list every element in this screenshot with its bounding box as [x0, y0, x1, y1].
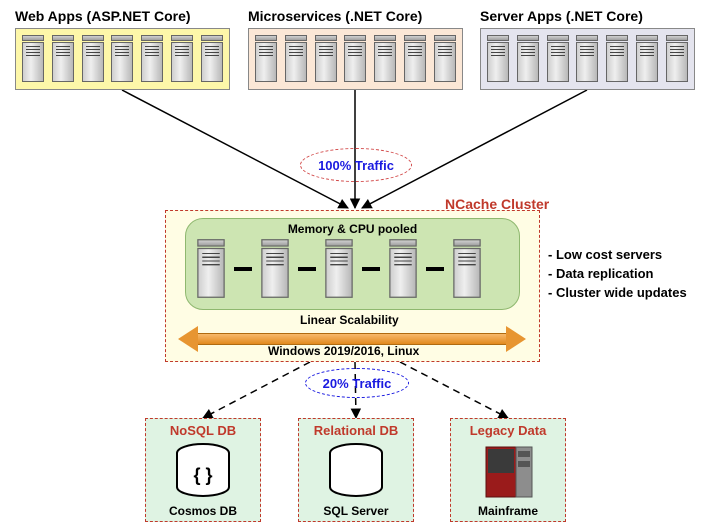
- server-icon: [201, 35, 223, 83]
- server-icon: [404, 35, 426, 83]
- traffic-100-text: 100% Traffic: [318, 158, 394, 173]
- server-icon: [82, 35, 104, 83]
- server-icon: [111, 35, 133, 83]
- server-icon: [285, 35, 307, 83]
- tier-label: Microservices (.NET Core): [248, 8, 422, 24]
- db-box: NoSQL DB { } Cosmos DB: [145, 418, 261, 522]
- server-icon: [171, 35, 193, 83]
- server-icon: [261, 239, 289, 298]
- server-icon: [374, 35, 396, 83]
- svg-text:{ }: { }: [193, 465, 212, 485]
- server-icon: [636, 35, 658, 83]
- traffic-20-label: 20% Traffic: [305, 368, 409, 398]
- cylinder-icon: { }: [173, 441, 233, 501]
- server-icon: [666, 35, 688, 83]
- tier-box: [480, 28, 695, 90]
- server-icon: [22, 35, 44, 83]
- db-title: Relational DB: [314, 423, 399, 438]
- server-icon: [325, 239, 353, 298]
- server-icon: [576, 35, 598, 83]
- db-icon: { }: [173, 438, 233, 504]
- server-icon: [197, 239, 225, 298]
- tier-label: Web Apps (ASP.NET Core): [15, 8, 191, 24]
- cluster-pool-label: Memory & CPU pooled: [186, 219, 519, 236]
- mainframe-icon: [478, 441, 538, 501]
- db-icon: [478, 438, 538, 504]
- bullet-item: - Low cost servers: [548, 246, 687, 265]
- server-icon: [547, 35, 569, 83]
- server-icon: [344, 35, 366, 83]
- traffic-100-label: 100% Traffic: [300, 148, 412, 182]
- tier-label: Server Apps (.NET Core): [480, 8, 643, 24]
- linear-scalability-label: Linear Scalability: [300, 313, 399, 327]
- db-title: Legacy Data: [470, 423, 547, 438]
- bullet-item: - Cluster wide updates: [548, 284, 687, 303]
- db-box: Relational DB SQL Server: [298, 418, 414, 522]
- server-icon: [453, 239, 481, 298]
- bullet-item: - Data replication: [548, 265, 687, 284]
- db-caption: Mainframe: [478, 504, 538, 518]
- cluster-bullets: - Low cost servers- Data replication- Cl…: [548, 246, 687, 303]
- cluster-server-row: [200, 245, 478, 292]
- server-icon: [255, 35, 277, 83]
- server-icon: [141, 35, 163, 83]
- traffic-20-text: 20% Traffic: [323, 376, 392, 391]
- cylinder-icon: [326, 441, 386, 501]
- db-title: NoSQL DB: [170, 423, 236, 438]
- server-icon: [389, 239, 417, 298]
- server-icon: [487, 35, 509, 83]
- server-icon: [52, 35, 74, 83]
- db-caption: Cosmos DB: [169, 504, 237, 518]
- server-icon: [517, 35, 539, 83]
- server-icon: [434, 35, 456, 83]
- server-icon: [315, 35, 337, 83]
- os-label: Windows 2019/2016, Linux: [268, 344, 419, 358]
- tier-box: [248, 28, 463, 90]
- db-caption: SQL Server: [323, 504, 388, 518]
- db-icon: [326, 438, 386, 504]
- tier-box: [15, 28, 230, 90]
- db-box: Legacy Data Mainframe: [450, 418, 566, 522]
- server-icon: [606, 35, 628, 83]
